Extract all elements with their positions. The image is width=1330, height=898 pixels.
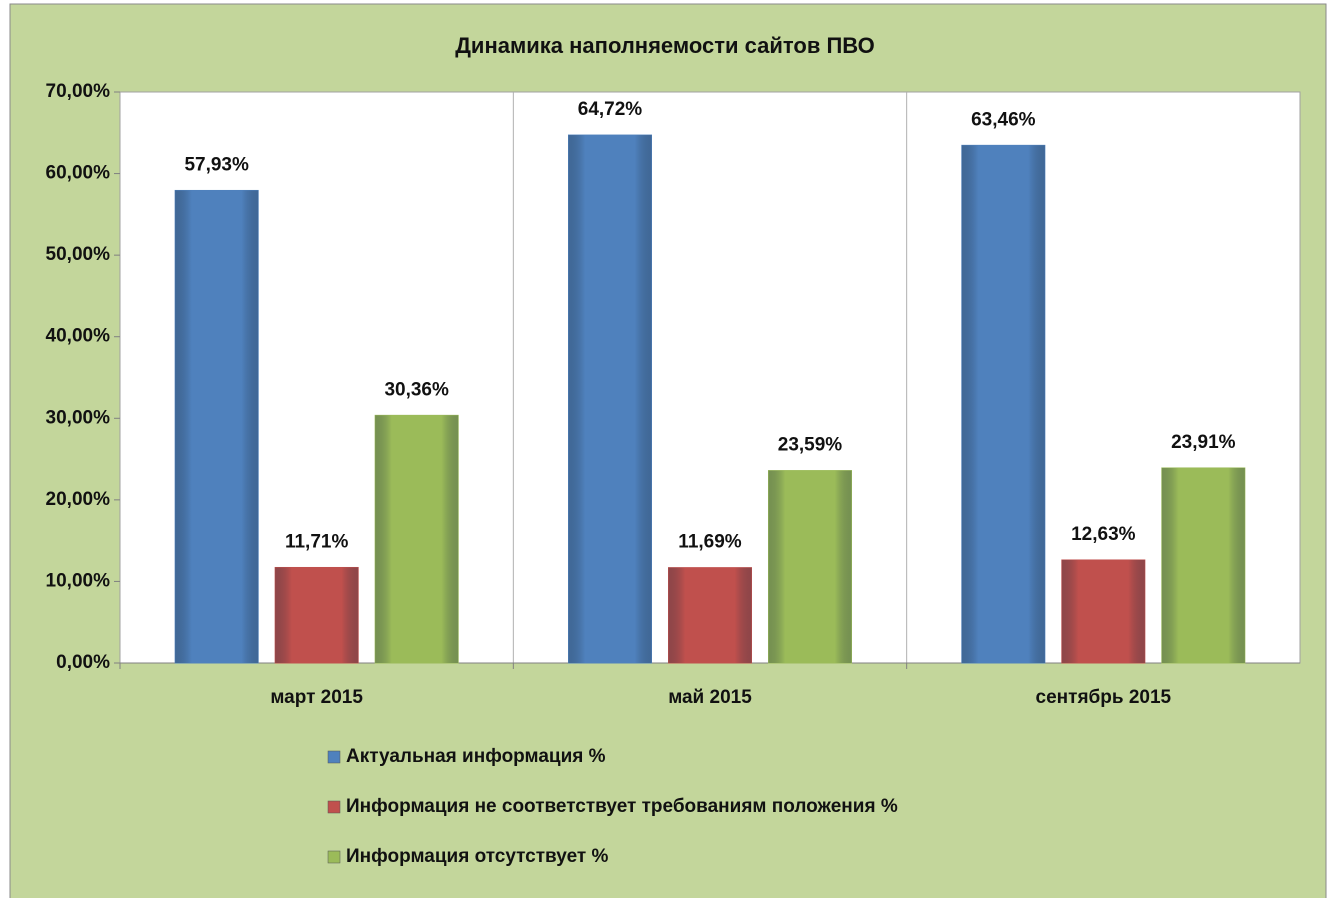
bar-shade	[1161, 467, 1245, 663]
legend-swatch	[327, 800, 341, 814]
data-label: 64,72%	[578, 99, 643, 120]
bar-shade	[375, 415, 459, 663]
bar-shade	[668, 567, 752, 663]
bar-shade	[768, 470, 852, 663]
x-tick-label: май 2015	[668, 687, 752, 708]
y-tick-label: 70,00%	[46, 81, 111, 102]
bar-shade	[275, 567, 359, 663]
y-tick-label: 50,00%	[46, 244, 111, 265]
data-label: 30,36%	[384, 379, 449, 400]
bar-shade	[1061, 559, 1145, 663]
data-label: 11,69%	[678, 532, 741, 553]
bar-shade	[175, 190, 259, 663]
y-tick-label: 0,00%	[56, 652, 110, 673]
y-tick-label: 60,00%	[46, 163, 111, 184]
bar-shade	[961, 145, 1045, 663]
x-tick-label: март 2015	[270, 687, 363, 708]
x-tick-label: сентябрь 2015	[1036, 687, 1172, 708]
legend-swatch	[327, 850, 341, 864]
legend-label: Информация не соответствует требованиям …	[346, 796, 898, 817]
data-label: 11,71%	[285, 531, 348, 552]
data-label: 23,59%	[778, 435, 843, 456]
data-label: 12,63%	[1071, 524, 1136, 545]
legend-label: Актуальная информация %	[346, 746, 606, 767]
y-tick-label: 40,00%	[46, 326, 111, 347]
y-tick-label: 20,00%	[46, 489, 111, 510]
data-label: 23,91%	[1171, 432, 1236, 453]
y-tick-label: 10,00%	[46, 570, 111, 591]
legend-swatch	[327, 750, 341, 764]
chart-title: Динамика наполняемости сайтов ПВО	[455, 33, 875, 58]
y-tick-label: 30,00%	[46, 407, 111, 428]
data-label: 57,93%	[184, 154, 249, 175]
legend-label: Информация отсутствует %	[346, 846, 608, 867]
bar-shade	[568, 135, 652, 664]
data-label: 63,46%	[971, 109, 1036, 130]
